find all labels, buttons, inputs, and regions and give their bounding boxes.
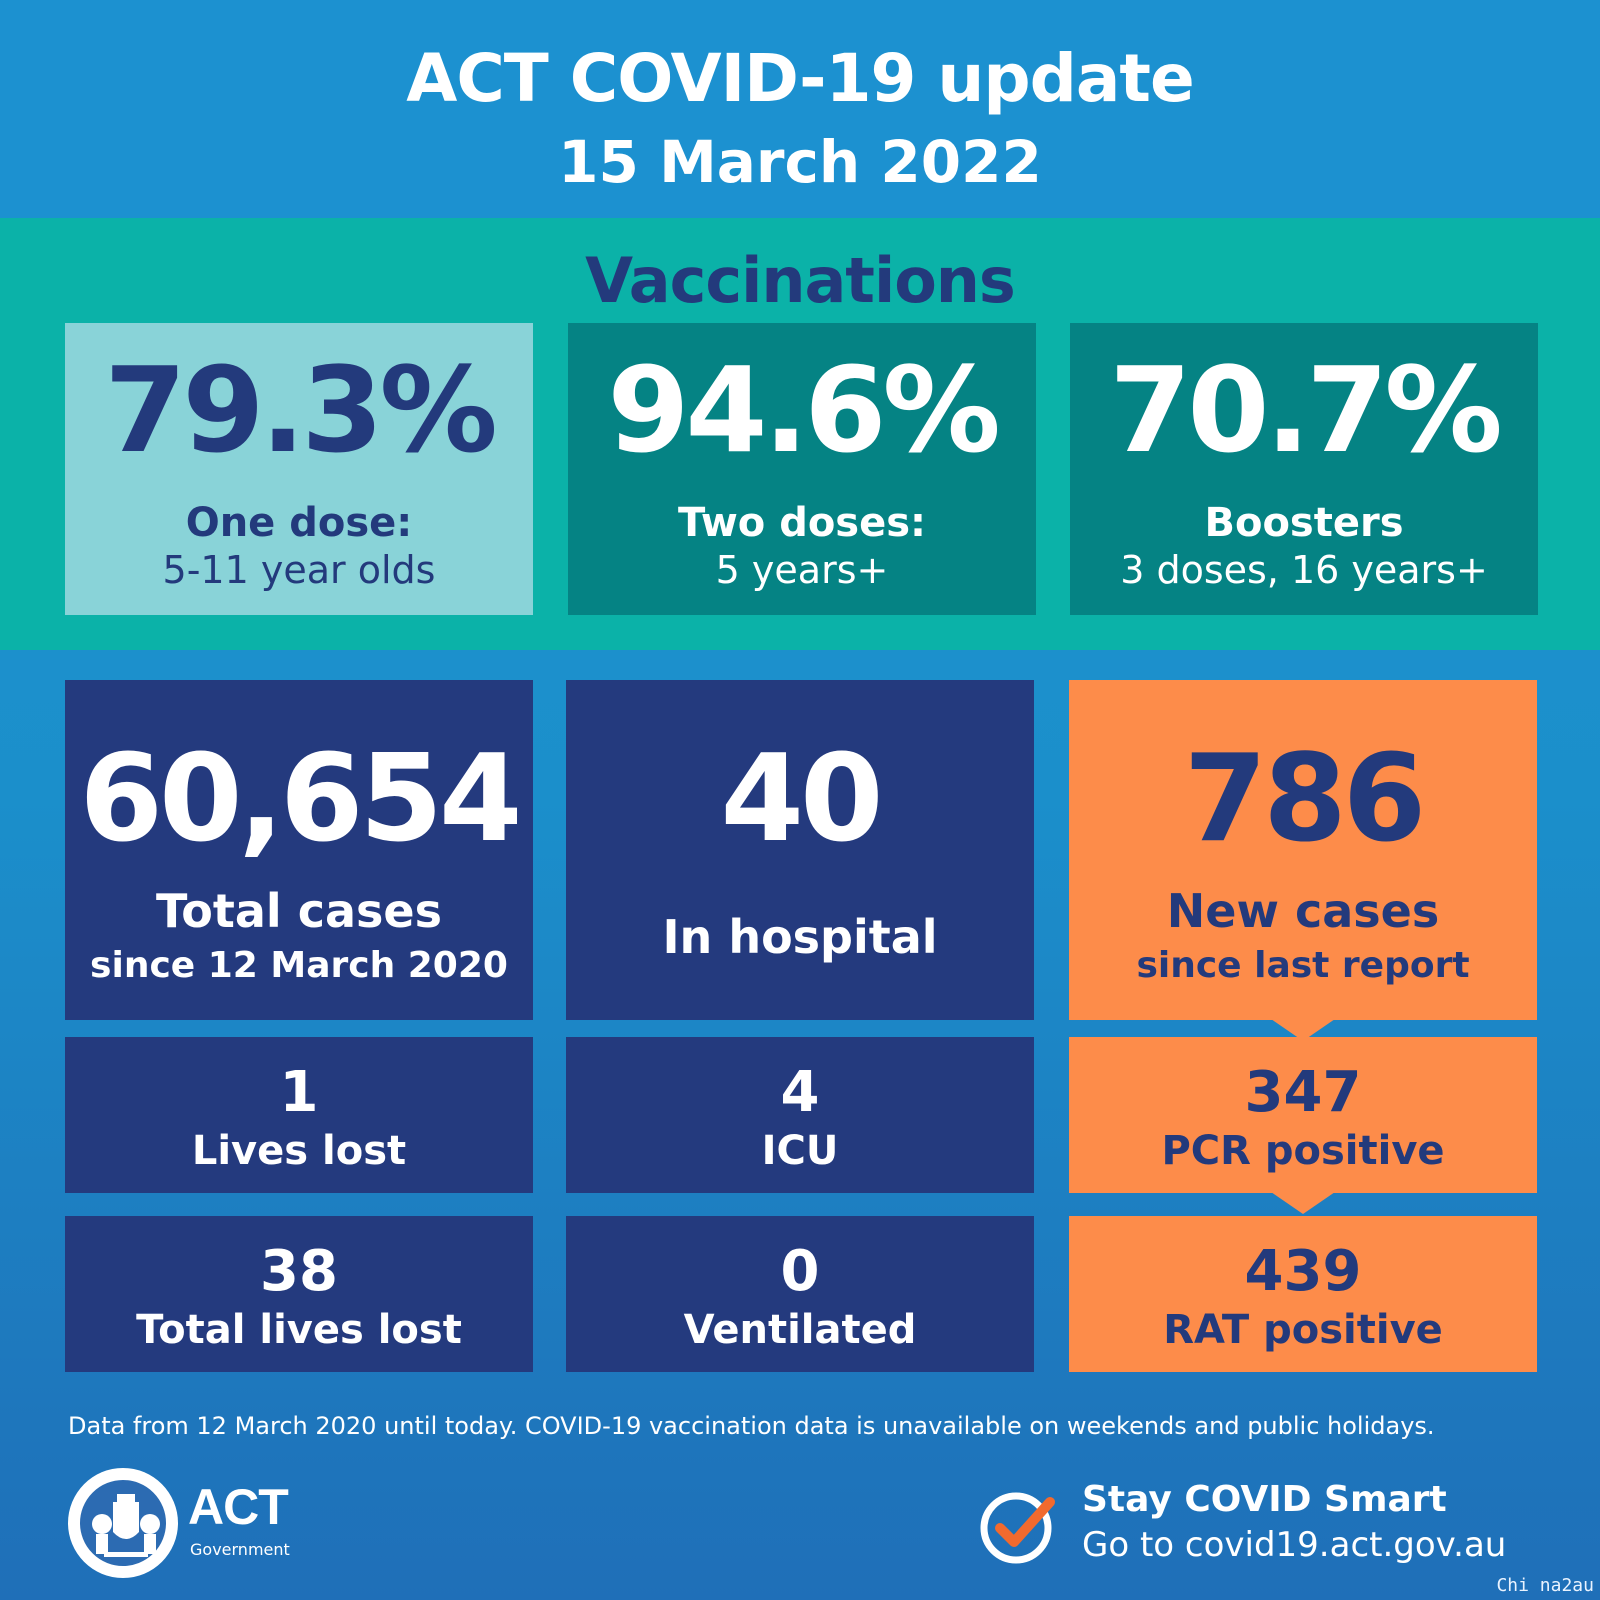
icu-card: 4 ICU <box>566 1037 1034 1193</box>
coat-of-arms-icon <box>68 1468 178 1578</box>
government-wordmark: Government <box>190 1540 290 1559</box>
vaccination-sublabel: 5-11 year olds <box>162 548 436 592</box>
page-title: ACT COVID-19 update <box>406 40 1194 117</box>
new-cases-card: 786 New cases since last report <box>1069 680 1537 1020</box>
ventilated-card: 0 Ventilated <box>566 1216 1034 1372</box>
watermark-credit: Chi na2au <box>1496 1575 1594 1596</box>
vaccination-card-boosters: 70.7% Boosters 3 doses, 16 years+ <box>1070 323 1538 615</box>
arrow-down-icon <box>1271 1019 1335 1041</box>
total-cases-value: 60,654 <box>79 730 522 869</box>
report-date: 15 March 2022 <box>558 128 1042 196</box>
vaccination-sublabel: 3 doses, 16 years+ <box>1120 548 1488 592</box>
icu-label: ICU <box>761 1128 839 1174</box>
icu-value: 4 <box>780 1060 820 1125</box>
pcr-positive-value: 347 <box>1244 1060 1362 1125</box>
pcr-positive-card: 347 PCR positive <box>1069 1037 1537 1193</box>
new-cases-value: 786 <box>1183 730 1427 869</box>
vaccination-label: Two doses: <box>677 500 927 546</box>
new-cases-label: New cases <box>1166 884 1440 938</box>
total-lives-lost-value: 38 <box>260 1239 338 1304</box>
total-cases-label: Total cases <box>156 884 442 938</box>
vaccination-value: 70.7% <box>1109 341 1502 479</box>
total-lives-lost-label: Total lives lost <box>136 1307 462 1353</box>
act-government-logo: ACT Government <box>68 1468 308 1580</box>
in-hospital-label: In hospital <box>662 910 938 964</box>
rat-positive-card: 439 RAT positive <box>1069 1216 1537 1372</box>
total-cases-sublabel: since 12 March 2020 <box>90 945 508 986</box>
lives-lost-label: Lives lost <box>191 1128 407 1174</box>
vaccination-card-one-dose: 79.3% One dose: 5-11 year olds <box>65 323 533 615</box>
covid-website-link[interactable]: Go to covid19.act.gov.au <box>1082 1525 1507 1565</box>
in-hospital-value: 40 <box>720 730 884 869</box>
rat-positive-label: RAT positive <box>1163 1307 1443 1353</box>
vaccination-sublabel: 5 years+ <box>715 548 889 592</box>
pcr-positive-label: PCR positive <box>1161 1128 1445 1174</box>
vaccination-card-two-doses: 94.6% Two doses: 5 years+ <box>568 323 1036 615</box>
stay-covid-smart-label: Stay COVID Smart <box>1082 1479 1447 1520</box>
vaccination-value: 79.3% <box>104 341 497 479</box>
vaccinations-section: Vaccinations 79.3% One dose: 5-11 year o… <box>0 218 1600 650</box>
new-cases-sublabel: since last report <box>1136 945 1470 986</box>
header-banner: ACT COVID-19 update 15 March 2022 <box>0 0 1600 218</box>
rat-positive-value: 439 <box>1244 1239 1362 1304</box>
ventilated-value: 0 <box>780 1239 820 1304</box>
in-hospital-card: 40 In hospital <box>566 680 1034 1020</box>
vaccination-value: 94.6% <box>607 341 1000 479</box>
footnote: Data from 12 March 2020 until today. COV… <box>68 1412 1435 1440</box>
vaccination-label: One dose: <box>185 500 413 546</box>
stay-covid-smart: Stay COVID Smart Go to covid19.act.gov.a… <box>978 1480 1548 1576</box>
check-circle-icon <box>980 1492 1055 1564</box>
lives-lost-card: 1 Lives lost <box>65 1037 533 1193</box>
lives-lost-value: 1 <box>279 1060 319 1125</box>
act-wordmark: ACT <box>188 1479 289 1535</box>
total-lives-lost-card: 38 Total lives lost <box>65 1216 533 1372</box>
arrow-down-icon <box>1271 1192 1335 1214</box>
vaccinations-heading: Vaccinations <box>585 244 1016 317</box>
ventilated-label: Ventilated <box>683 1307 917 1353</box>
vaccination-label: Boosters <box>1204 500 1404 546</box>
total-cases-card: 60,654 Total cases since 12 March 2020 <box>65 680 533 1020</box>
